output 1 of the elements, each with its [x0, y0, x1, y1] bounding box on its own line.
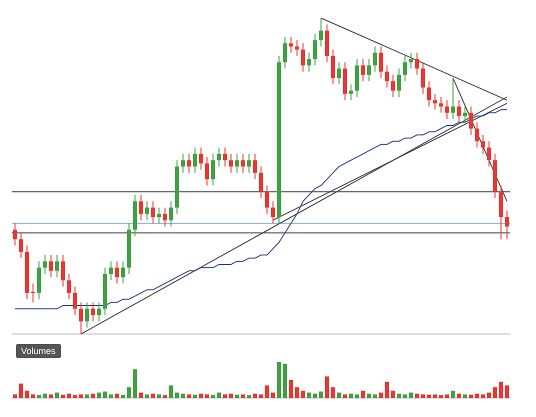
chart-title: Volumes: [16, 344, 61, 358]
